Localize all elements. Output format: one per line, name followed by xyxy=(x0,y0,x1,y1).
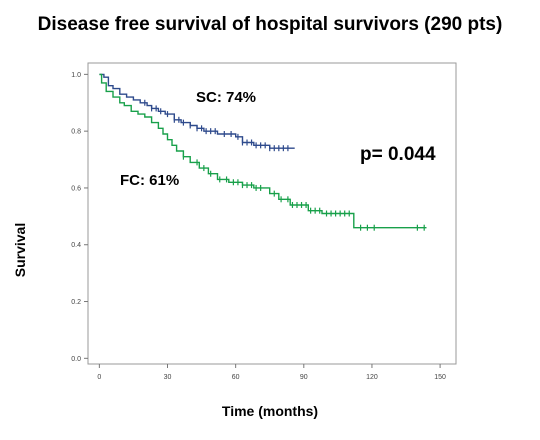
x-tick-label: 90 xyxy=(300,374,308,381)
y-tick-label: 0.6 xyxy=(71,185,81,192)
series-line-sc xyxy=(99,73,295,149)
plot-frame xyxy=(87,62,457,365)
x-axis-label: Time (months) xyxy=(221,403,319,419)
p-value-annotation: p= 0.044 xyxy=(360,144,436,165)
y-tick-label: 0.8 xyxy=(71,129,81,136)
x-tick-label: 60 xyxy=(232,374,240,381)
series-line-fc xyxy=(99,73,427,229)
x-tick-label: 30 xyxy=(164,374,172,381)
y-tick-label: 0.2 xyxy=(71,299,81,306)
y-axis-label: Survival xyxy=(12,222,28,278)
y-tick-label: 1.0 xyxy=(71,72,81,79)
chart-title: Disease free survival of hospital surviv… xyxy=(37,14,503,35)
y-tick-label: 0.4 xyxy=(71,242,81,249)
sc-annotation: SC: 74% xyxy=(196,89,257,106)
fc-annotation: FC: 61% xyxy=(120,172,180,189)
x-tick-label: 0 xyxy=(97,374,101,381)
x-tick-label: 150 xyxy=(434,374,446,381)
x-tick-label: 120 xyxy=(366,374,378,381)
y-tick-label: 0.0 xyxy=(71,356,81,363)
